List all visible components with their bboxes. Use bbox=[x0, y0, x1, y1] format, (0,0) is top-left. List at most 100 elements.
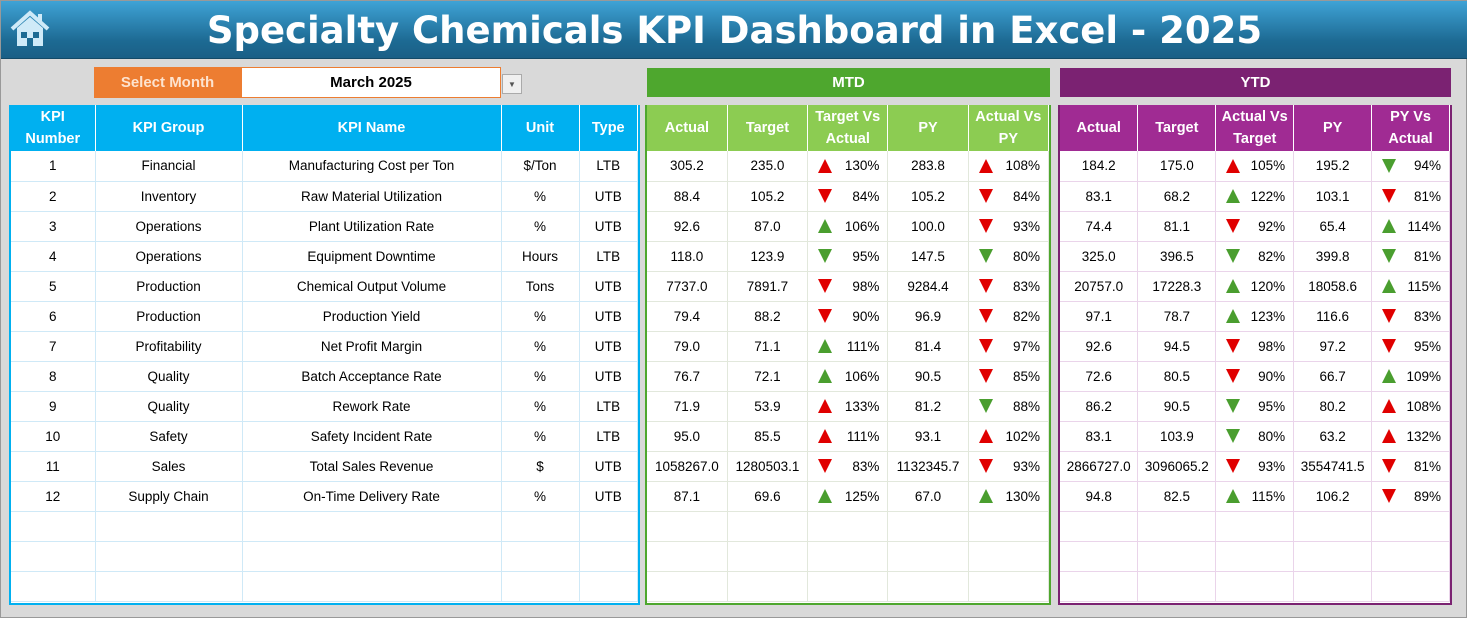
ytd-actual-vs-target: 90% bbox=[1215, 361, 1295, 392]
mtd-target-vs-actual-pct: 106% bbox=[844, 218, 880, 234]
ytd-actual-vs-target-indicator: 115% bbox=[1216, 489, 1292, 504]
kpi-group: Operations bbox=[95, 211, 243, 242]
empty-cell bbox=[807, 511, 889, 542]
mtd-actual-vs-py: 102% bbox=[968, 421, 1050, 452]
ytd-py-vs-actual-indicator: 132% bbox=[1372, 429, 1448, 444]
empty-cell bbox=[887, 511, 969, 542]
empty-cell bbox=[501, 541, 580, 572]
kpi-unit: % bbox=[501, 181, 580, 212]
empty-cell bbox=[242, 571, 502, 602]
month-select[interactable]: March 2025 bbox=[241, 67, 501, 98]
mtd-target: 88.2 bbox=[727, 301, 809, 332]
ytd-actual-vs-target-pct: 80% bbox=[1258, 428, 1286, 444]
ytd-col-py-vs-actual: PY Vs Actual bbox=[1371, 105, 1450, 151]
ytd-actual: 72.6 bbox=[1060, 361, 1139, 392]
kpi-type: UTB bbox=[579, 181, 638, 212]
triangle-up-icon bbox=[818, 369, 833, 383]
ytd-actual-vs-target: 105% bbox=[1215, 151, 1295, 182]
ytd-py-vs-actual-pct: 83% bbox=[1413, 308, 1441, 324]
mtd-actual-vs-py-indicator: 93% bbox=[969, 219, 1048, 234]
ytd-target: 81.1 bbox=[1137, 211, 1217, 242]
ytd-row: 20757.0 17228.3 120% 18058.6 115% bbox=[1060, 271, 1450, 302]
triangle-up-icon bbox=[978, 489, 993, 503]
home-icon[interactable] bbox=[8, 9, 52, 49]
ytd-py-vs-actual-indicator: 81% bbox=[1372, 188, 1448, 204]
ytd-py-vs-actual-pct: 89% bbox=[1413, 488, 1441, 504]
ytd-col-target: Target bbox=[1137, 105, 1217, 151]
dropdown-arrow-icon[interactable]: ▼ bbox=[502, 74, 522, 94]
ytd-py-vs-actual-indicator: 83% bbox=[1372, 308, 1448, 324]
mtd-target-vs-actual-indicator: 98% bbox=[808, 279, 887, 294]
table-row: 4 Operations Equipment Downtime Hours LTB bbox=[11, 241, 638, 272]
mtd-target-vs-actual: 111% bbox=[807, 331, 889, 362]
mtd-table-panel: Actual Target Target Vs Actual PY Actual Vs … bbox=[645, 105, 1051, 605]
triangle-up-icon bbox=[818, 489, 833, 503]
kpi-unit: % bbox=[501, 331, 580, 362]
table-row: 5 Production Chemical Output Volume Tons UTB bbox=[11, 271, 638, 302]
triangle-down-icon bbox=[1382, 489, 1397, 503]
kpi-unit: Hours bbox=[501, 241, 580, 272]
table-row: 6 Production Production Yield% UTB bbox=[11, 301, 638, 332]
mtd-target-vs-actual: 95% bbox=[807, 241, 889, 272]
ytd-target: 78.7 bbox=[1137, 301, 1217, 332]
triangle-down-icon bbox=[1226, 219, 1241, 233]
triangle-down-icon bbox=[978, 219, 993, 233]
empty-cell bbox=[242, 511, 502, 542]
triangle-down-icon bbox=[1382, 189, 1397, 203]
mtd-target-vs-actual-pct: 111% bbox=[846, 338, 880, 354]
empty-cell bbox=[968, 511, 1050, 542]
mtd-target-vs-actual-pct: 98% bbox=[852, 278, 880, 294]
ytd-header-row: Actual Target Actual Vs Target PY PY Vs Actu… bbox=[1060, 105, 1450, 151]
triangle-down-icon bbox=[818, 249, 833, 263]
kpi-col-kpi-number: KPI Number bbox=[11, 105, 96, 151]
empty-cell bbox=[579, 511, 638, 542]
mtd-target-vs-actual-indicator: 133% bbox=[808, 399, 887, 414]
mtd-row: 76.7 72.1 106% 90.5 85% bbox=[647, 361, 1050, 392]
ytd-py-vs-actual-indicator: 109% bbox=[1372, 369, 1448, 384]
ytd-row bbox=[1060, 511, 1450, 542]
triangle-down-icon bbox=[1226, 399, 1241, 413]
triangle-down-icon bbox=[1226, 249, 1241, 263]
kpi-col-type: Type bbox=[579, 105, 638, 151]
ytd-py-vs-actual: 109% bbox=[1371, 361, 1450, 392]
empty-cell bbox=[1060, 571, 1139, 602]
empty-cell bbox=[1060, 541, 1139, 572]
mtd-target: 1280503.1 bbox=[727, 451, 809, 482]
mtd-actual-vs-py: 97% bbox=[968, 331, 1050, 362]
mtd-actual-vs-py-indicator: 108% bbox=[969, 158, 1048, 173]
triangle-down-icon bbox=[1226, 459, 1241, 473]
mtd-target-vs-actual-pct: 83% bbox=[852, 458, 880, 474]
mtd-col-actual: Actual bbox=[647, 105, 728, 151]
ytd-actual-vs-target: 80% bbox=[1215, 421, 1295, 452]
triangle-up-icon bbox=[1382, 369, 1397, 383]
ytd-target: 94.5 bbox=[1137, 331, 1217, 362]
ytd-actual: 325.0 bbox=[1060, 241, 1139, 272]
ytd-actual-vs-target-pct: 123% bbox=[1250, 308, 1286, 324]
kpi-name: Production Yield bbox=[242, 301, 502, 332]
ytd-py: 65.4 bbox=[1293, 211, 1373, 242]
mtd-actual-vs-py-indicator: 82% bbox=[969, 309, 1048, 324]
mtd-actual: 87.1 bbox=[647, 481, 728, 512]
kpi-col-kpi-group: KPI Group bbox=[95, 105, 243, 151]
triangle-down-icon bbox=[1382, 309, 1397, 323]
ytd-target: 175.0 bbox=[1137, 151, 1217, 182]
ytd-py-vs-actual-pct: 81% bbox=[1413, 458, 1441, 474]
triangle-up-icon bbox=[1382, 399, 1397, 413]
ytd-py-vs-actual-indicator: 81% bbox=[1372, 249, 1448, 264]
kpi-type: UTB bbox=[579, 211, 638, 242]
ytd-target: 396.5 bbox=[1137, 241, 1217, 272]
mtd-actual-vs-py-indicator: 83% bbox=[969, 279, 1048, 294]
kpi-name: Batch Acceptance Rate bbox=[242, 361, 502, 392]
mtd-actual-vs-py-pct: 85% bbox=[1012, 368, 1040, 384]
triangle-up-icon bbox=[1382, 429, 1397, 443]
ytd-table: Actual Target Actual Vs Target PY PY Vs Actu… bbox=[1060, 105, 1450, 602]
mtd-py: 147.5 bbox=[887, 241, 969, 272]
empty-cell bbox=[11, 511, 96, 542]
ytd-py: 63.2 bbox=[1293, 421, 1373, 452]
ytd-py-vs-actual-pct: 81% bbox=[1413, 188, 1441, 204]
kpi-group: Quality bbox=[95, 361, 243, 392]
empty-cell bbox=[95, 571, 243, 602]
ytd-actual: 97.1 bbox=[1060, 301, 1139, 332]
triangle-down-icon bbox=[978, 459, 993, 473]
empty-cell bbox=[807, 541, 889, 572]
